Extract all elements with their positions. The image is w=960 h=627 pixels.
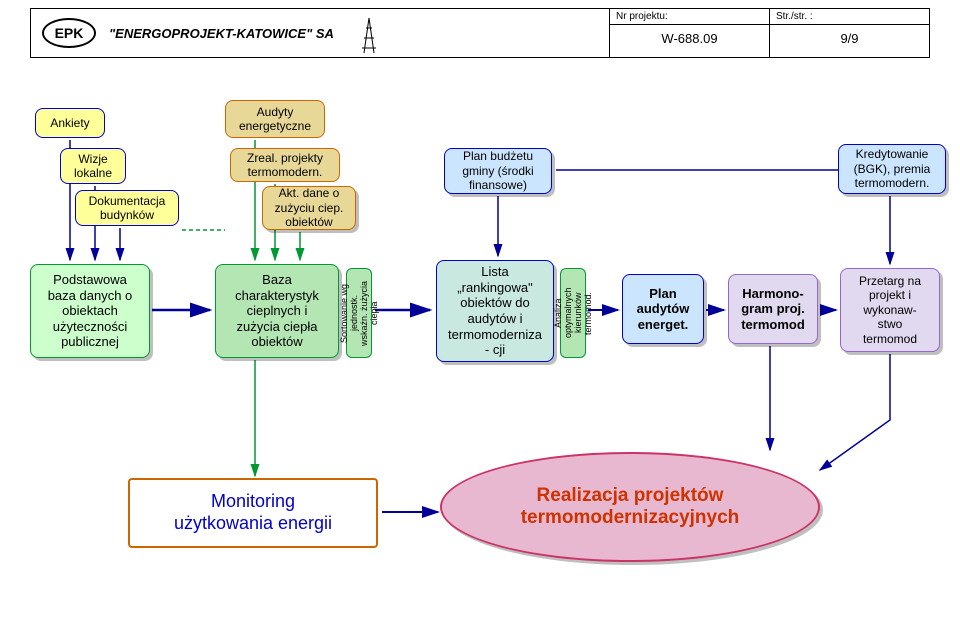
header: EPK "ENERGOPROJEKT-KATOWICE" SA Nr proje…: [30, 8, 930, 58]
analiza-box: Analiza optymalnych kierunków termomod.: [560, 268, 586, 358]
page-label: Str./str. :: [770, 9, 929, 25]
header-meta: Nr projektu: W-688.09 Str./str. : 9/9: [609, 9, 929, 57]
sort-box: Sortowanie wg jednostk. wskaźn. żużycia …: [346, 268, 372, 358]
dokum-box: Dokumentacja budynków: [75, 190, 179, 226]
wizje-box: Wizje lokalne: [60, 148, 126, 184]
logo-text: EPK: [42, 18, 96, 48]
aktdane-box: Akt. dane o zużyciu ciep. obiektów: [262, 186, 356, 230]
realiz-ellipse: Realizacja projektów termomodernizacyjny…: [440, 452, 820, 562]
page-value: 9/9: [770, 25, 929, 52]
proj-label: Nr projektu:: [610, 9, 769, 25]
audyty-box: Audyty energetyczne: [225, 100, 325, 138]
harmon-box: Harmono- gram proj. termomod: [728, 274, 818, 344]
przetarg-box: Przetarg na projekt i wykonaw- stwo term…: [840, 268, 940, 352]
baza-box: Baza charakterystyk cieplnych i zużycia …: [215, 264, 339, 358]
monitor-box: Monitoring użytkowania energii: [128, 478, 378, 548]
tower-icon: [354, 13, 384, 53]
ankiety-box: Ankiety: [35, 108, 105, 138]
lista-box: Lista „rankingowa" obiektów do audytów i…: [436, 260, 554, 362]
zreal-box: Zreal. projekty termomodern.: [230, 148, 340, 182]
company-name: "ENERGOPROJEKT-KATOWICE" SA: [109, 26, 334, 41]
logo: EPK: [39, 13, 99, 53]
kredyt-box: Kredytowanie (BGK), premia termomodern.: [838, 144, 946, 194]
podst-box: Podstawowa baza danych o obiektach użyte…: [30, 264, 150, 358]
proj-value: W-688.09: [610, 25, 769, 52]
planaud-box: Plan audytów energet.: [622, 274, 704, 344]
planbudz-box: Plan budżetu gminy (środki finansowe): [444, 148, 552, 194]
